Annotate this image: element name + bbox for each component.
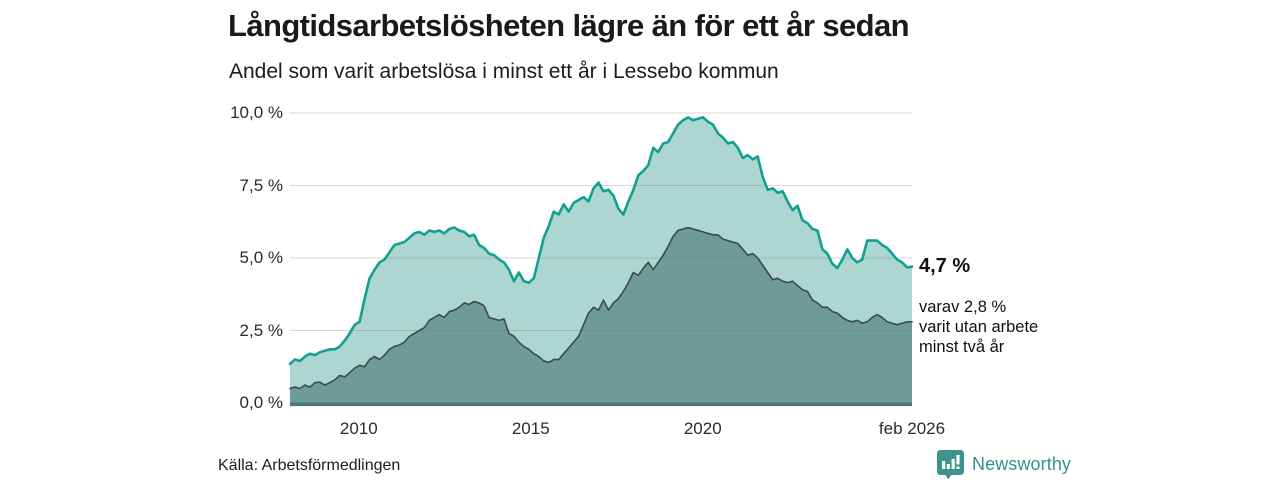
newsworthy-icon: [937, 450, 964, 480]
latest-detail-annotation: varav 2,8 % varit utan arbete minst två …: [919, 297, 1038, 357]
line-series-0: [288, 116, 914, 366]
line-series-1: [289, 226, 913, 390]
x-tick-label: 2010: [339, 419, 378, 438]
y-tick-label: 7,5 %: [239, 175, 283, 195]
y-tick-label: 0,0 %: [239, 393, 283, 412]
y-tick-label: 5,0 %: [239, 248, 283, 267]
chart-subtitle: Andel som varit arbetslösa i minst ett å…: [229, 60, 779, 83]
latest-value-label: 4,7 %: [919, 255, 971, 277]
page-title: Långtidsarbetslösheten lägre än för ett …: [228, 8, 910, 43]
area-chart-plot: [288, 112, 914, 407]
area-series-1: [290, 227, 912, 403]
x-axis: 2010 2015 2020 feb 2026: [290, 419, 945, 443]
newsworthy-logo: Newsworthy: [936, 449, 1071, 480]
newsworthy-wordmark: Newsworthy: [972, 454, 1072, 474]
source-attribution: Källa: Arbetsförmedlingen: [218, 457, 401, 474]
baseline: [290, 402, 912, 407]
x-tick-label: feb 2026: [878, 419, 946, 438]
x-tick-label: 2015: [511, 419, 550, 438]
y-tick-label: 2,5 %: [239, 320, 283, 340]
x-tick-label: 2020: [683, 419, 722, 438]
annotation-line: varit utan arbete: [919, 318, 1039, 336]
annotation-line: minst två år: [919, 338, 1005, 356]
y-tick-label: 10,0 %: [230, 103, 283, 122]
area-chart-svg: [288, 112, 914, 407]
y-axis: 10,0 % 7,5 % 5,0 % 2,5 % 0,0 %: [0, 103, 283, 412]
annotation-line: varav 2,8 %: [919, 298, 1007, 316]
